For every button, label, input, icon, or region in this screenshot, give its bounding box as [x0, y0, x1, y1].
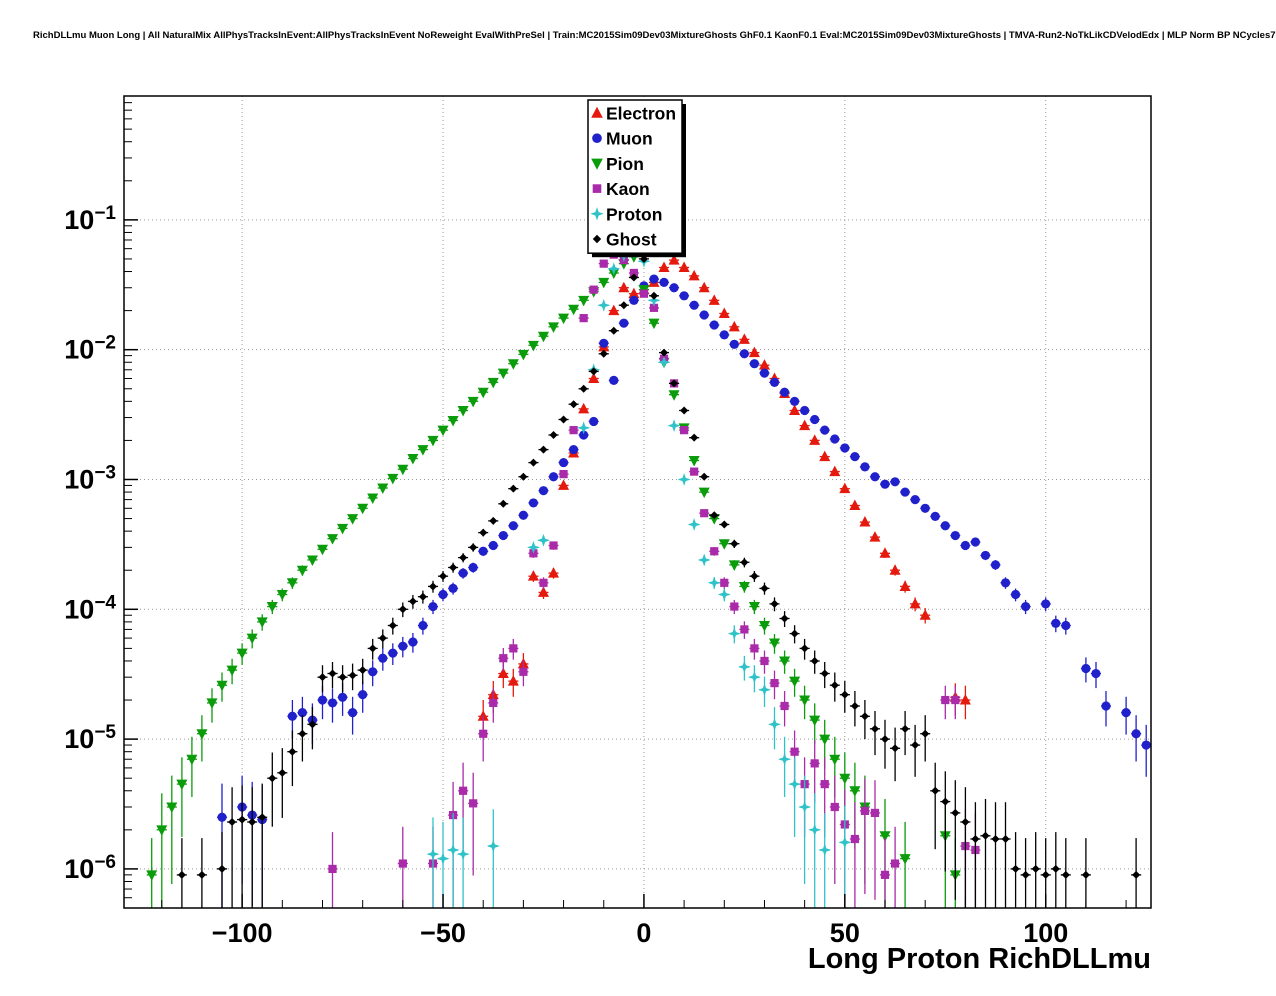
series-kaon	[327, 250, 981, 908]
x-tick-label: −100	[212, 918, 273, 948]
legend: Electron Muon Pion Kaon Proton Ghost	[587, 99, 686, 258]
legend-item-proton: Proton	[590, 204, 662, 224]
y-tick-label: 10−6	[64, 852, 116, 884]
x-tick-label: 100	[1023, 918, 1068, 948]
legend-item-muon: Muon	[592, 129, 653, 149]
legend-label: Proton	[606, 204, 662, 224]
x-tick-label: 0	[636, 918, 651, 948]
plot-frame	[123, 95, 1152, 909]
y-tick-label: 10−3	[64, 462, 116, 494]
y-tick-label: 10−5	[64, 722, 116, 754]
legend-item-kaon: Kaon	[592, 179, 650, 199]
legend-label: Pion	[606, 154, 644, 174]
y-tick-label: 10−2	[64, 333, 116, 365]
x-tick-label: 50	[830, 918, 860, 948]
legend-item-electron: Electron	[591, 104, 676, 124]
x-tick-label: −50	[420, 918, 466, 948]
y-tick-label: 10−1	[64, 203, 116, 235]
series-muon	[217, 274, 1151, 908]
legend-label: Kaon	[606, 179, 650, 199]
series-ghost	[176, 254, 1142, 908]
legend-item-pion: Pion	[591, 154, 644, 174]
y-tick-label: 10−4	[64, 592, 116, 624]
axis-ticks	[124, 102, 1127, 908]
series-layer	[146, 246, 1151, 908]
plot-title: RichDLLmu Muon Long | All NaturalMix All…	[33, 30, 1276, 41]
legend-label: Ghost	[606, 230, 657, 250]
legend-box	[587, 99, 683, 254]
legend-label: Muon	[606, 129, 653, 149]
y-tick-labels: 10−1 10−2 10−3 10−4 10−5 10−6	[64, 203, 116, 884]
legend-item-ghost: Ghost	[592, 230, 657, 250]
legend-label: Electron	[606, 104, 676, 124]
x-tick-labels: −100 −50 0 50 100	[212, 918, 1069, 948]
series-proton	[426, 246, 852, 908]
x-axis-title: Long Proton RichDLLmu	[808, 943, 1151, 975]
